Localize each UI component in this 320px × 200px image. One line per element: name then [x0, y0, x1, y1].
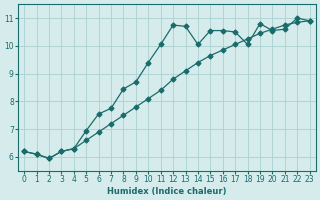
X-axis label: Humidex (Indice chaleur): Humidex (Indice chaleur) — [107, 187, 227, 196]
